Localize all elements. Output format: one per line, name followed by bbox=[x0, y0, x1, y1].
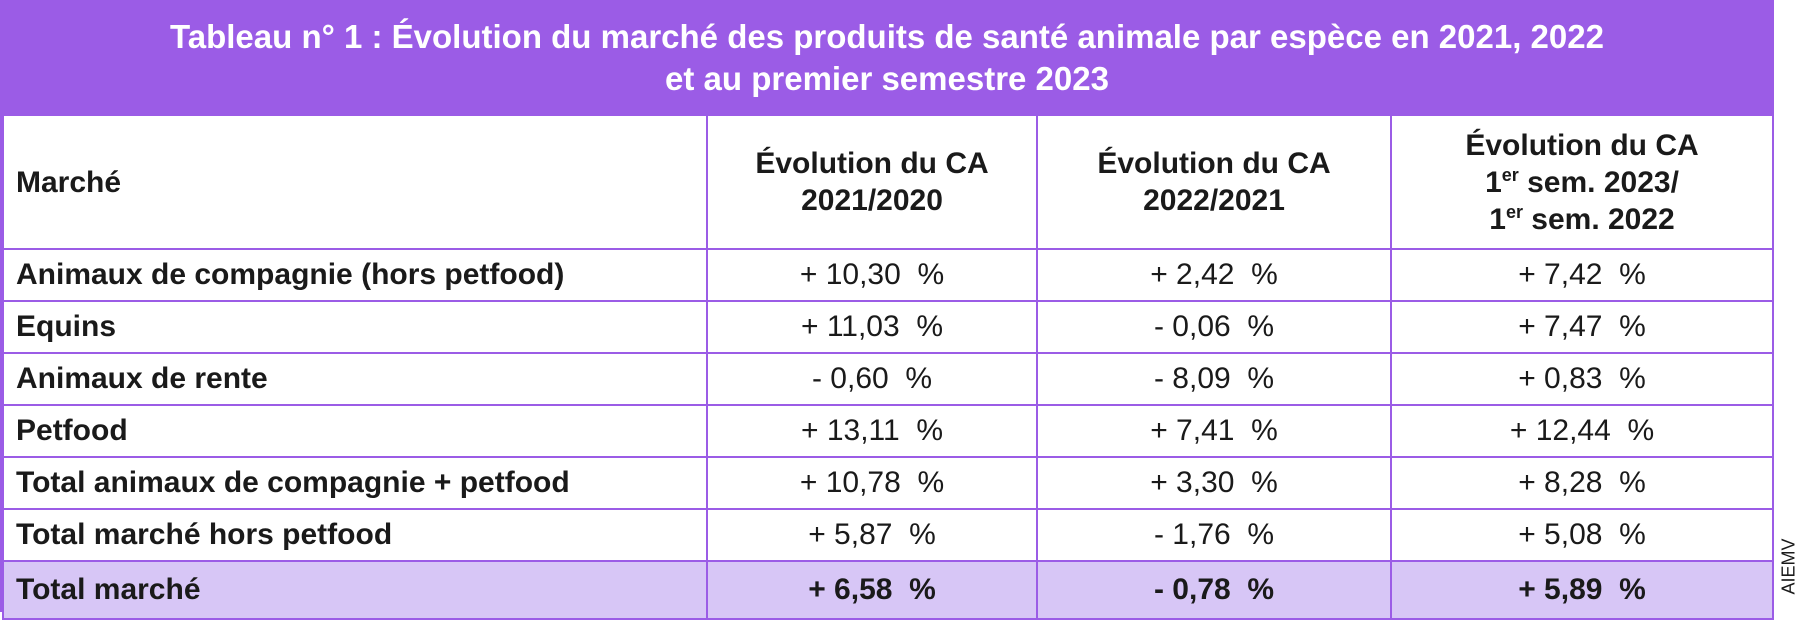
row-label: Equins bbox=[2, 300, 708, 354]
cell-2022: - 0,06 % bbox=[1036, 300, 1392, 354]
cell-s1-2023: + 0,83 % bbox=[1390, 352, 1774, 406]
table-row: Total marché hors petfood + 5,87 % - 1,7… bbox=[2, 508, 1774, 562]
cell-2021: - 0,60 % bbox=[706, 352, 1038, 406]
cell-2022: - 8,09 % bbox=[1036, 352, 1392, 406]
cell-s1-2023: + 8,28 % bbox=[1390, 456, 1774, 510]
table-row: Total animaux de compagnie + petfood + 1… bbox=[2, 456, 1774, 510]
table-row: Animaux de compagnie (hors petfood) + 10… bbox=[2, 248, 1774, 302]
cell-2022: + 3,30 % bbox=[1036, 456, 1392, 510]
table-total-row: Total marché + 6,58 % - 0,78 % + 5,89 % bbox=[2, 560, 1774, 620]
cell-s1-2023: + 7,47 % bbox=[1390, 300, 1774, 354]
header-2022-2021-line2: 2022/2021 bbox=[1143, 184, 1285, 217]
cell-2021: + 13,11 % bbox=[706, 404, 1038, 458]
ordinal-number: 1 bbox=[1485, 165, 1502, 199]
header-text: sem. 2022 bbox=[1522, 202, 1675, 236]
cell-s1-2023: + 12,44 % bbox=[1390, 404, 1774, 458]
table-row: Petfood + 13,11 % + 7,41 % + 12,44 % bbox=[2, 404, 1774, 458]
total-2022: - 0,78 % bbox=[1036, 560, 1392, 620]
header-2022-2021-line1: Évolution du CA bbox=[1097, 147, 1331, 180]
table-title: Tableau n° 1 : Évolution du marché des p… bbox=[2, 2, 1772, 114]
cell-2022: + 7,41 % bbox=[1036, 404, 1392, 458]
header-s1-2023-line3: 1er sem. 2022 bbox=[1404, 201, 1760, 238]
cell-2021: + 11,03 % bbox=[706, 300, 1038, 354]
ordinal-suffix: er bbox=[1505, 201, 1523, 222]
row-label: Petfood bbox=[2, 404, 708, 458]
total-s1-2023: + 5,89 % bbox=[1390, 560, 1774, 620]
header-s1-2023: Évolution du CA 1er sem. 2023/ 1er sem. … bbox=[1390, 114, 1774, 250]
table-title-line1: Tableau n° 1 : Évolution du marché des p… bbox=[170, 18, 1604, 55]
table-title-line2: et au premier semestre 2023 bbox=[665, 60, 1109, 97]
cell-s1-2023: + 7,42 % bbox=[1390, 248, 1774, 302]
total-2021: + 6,58 % bbox=[706, 560, 1038, 620]
header-2021-2020-line1: Évolution du CA bbox=[755, 147, 989, 180]
row-label: Total animaux de compagnie + petfood bbox=[2, 456, 708, 510]
source-text: AIEMV bbox=[1778, 537, 1799, 595]
market-table: Marché Évolution du CA 2021/2020 Évoluti… bbox=[2, 114, 1774, 620]
table-header-row: Marché Évolution du CA 2021/2020 Évoluti… bbox=[2, 114, 1774, 250]
header-text: sem. 2023/ bbox=[1518, 165, 1679, 199]
ordinal-number: 1 bbox=[1489, 202, 1506, 236]
header-s1-2023-line1: Évolution du CA bbox=[1465, 128, 1699, 162]
total-label: Total marché bbox=[2, 560, 708, 620]
header-2022-2021: Évolution du CA 2022/2021 bbox=[1036, 114, 1392, 250]
header-2021-2020: Évolution du CA 2021/2020 bbox=[706, 114, 1038, 250]
ordinal-suffix: er bbox=[1501, 164, 1519, 185]
row-label: Animaux de rente bbox=[2, 352, 708, 406]
table-row: Animaux de rente - 0,60 % - 8,09 % + 0,8… bbox=[2, 352, 1774, 406]
header-2021-2020-line2: 2021/2020 bbox=[801, 184, 943, 217]
row-label: Total marché hors petfood bbox=[2, 508, 708, 562]
cell-2021: + 5,87 % bbox=[706, 508, 1038, 562]
header-marche: Marché bbox=[2, 114, 708, 250]
cell-2021: + 10,30 % bbox=[706, 248, 1038, 302]
source-credit: AIEMV bbox=[1778, 526, 1800, 606]
cell-2021: + 10,78 % bbox=[706, 456, 1038, 510]
row-label: Animaux de compagnie (hors petfood) bbox=[2, 248, 708, 302]
cell-s1-2023: + 5,08 % bbox=[1390, 508, 1774, 562]
cell-2022: - 1,76 % bbox=[1036, 508, 1392, 562]
cell-2022: + 2,42 % bbox=[1036, 248, 1392, 302]
header-s1-2023-line2: 1er sem. 2023/ bbox=[1404, 164, 1760, 201]
table-row: Equins + 11,03 % - 0,06 % + 7,47 % bbox=[2, 300, 1774, 354]
